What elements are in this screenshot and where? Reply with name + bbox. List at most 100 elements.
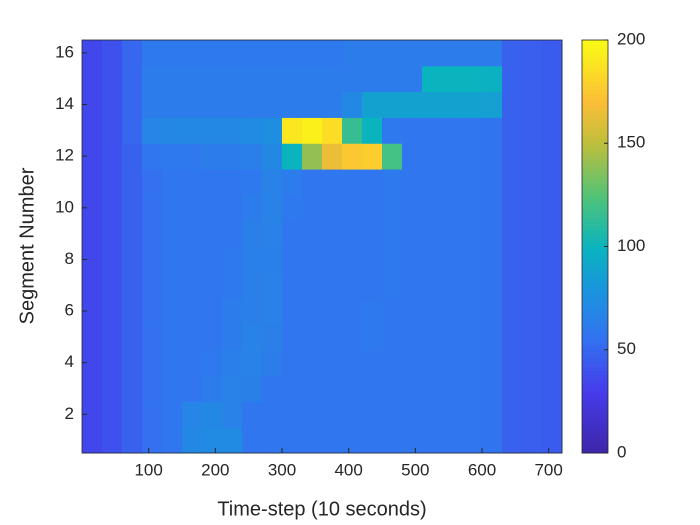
heat-cell [162, 272, 183, 299]
colorbar-swatch [582, 77, 608, 82]
heat-cell [202, 323, 223, 351]
colorbar-swatch [582, 93, 608, 99]
heat-cell [282, 143, 303, 170]
heat-cell [322, 194, 343, 222]
heat-cell [242, 194, 263, 222]
heat-cell [142, 194, 163, 222]
heat-cell [262, 169, 283, 196]
heat-cell [522, 169, 543, 196]
heat-cell [162, 117, 183, 144]
heat-cell [162, 375, 183, 402]
heat-cell [302, 40, 323, 67]
heat-cell [322, 298, 343, 325]
heat-cell [442, 298, 463, 325]
heat-cell [362, 169, 383, 196]
heat-cell [362, 143, 383, 170]
y-tick-label: 12 [55, 146, 74, 165]
colorbar-swatch [582, 267, 608, 272]
heat-cell [242, 91, 263, 118]
heat-cell [382, 375, 403, 402]
heat-cell [502, 117, 523, 144]
heat-cell [442, 246, 463, 273]
x-tick-label: 400 [334, 460, 362, 479]
y-tick-label: 10 [55, 197, 74, 216]
heat-cell [322, 40, 343, 67]
heat-cell [162, 401, 183, 428]
heat-cell [82, 298, 103, 325]
heat-cell [422, 323, 443, 351]
heat-cell [222, 91, 243, 118]
heat-cell [242, 323, 263, 351]
heat-cell [442, 40, 463, 67]
heat-cell [222, 194, 243, 222]
heat-cell [142, 220, 163, 247]
heat-cell [262, 143, 283, 170]
colorbar-swatch [582, 316, 608, 322]
heat-cell [282, 117, 303, 144]
heat-cell [222, 401, 243, 428]
heat-cell [442, 91, 463, 118]
heat-cell [282, 427, 303, 454]
heat-cell [342, 40, 363, 67]
heat-cell [442, 349, 463, 377]
heat-cell [322, 349, 343, 377]
heat-cell [522, 349, 543, 377]
heat-cell [362, 427, 383, 454]
colorbar-swatch [582, 304, 608, 309]
colorbar-swatch [582, 448, 608, 454]
heat-cell [202, 194, 223, 222]
colorbar-swatch [582, 250, 608, 256]
heat-cell [382, 91, 403, 118]
colorbar-swatch [582, 60, 608, 66]
heat-cell [522, 194, 543, 222]
heat-cell [322, 220, 343, 247]
heat-cell [82, 246, 103, 273]
heat-cell [482, 143, 503, 170]
heat-cell [482, 65, 503, 93]
heat-cell [522, 220, 543, 247]
y-tick-label: 16 [55, 42, 74, 61]
heat-cell [482, 220, 503, 247]
heat-cell [342, 91, 363, 118]
colorbar-swatch [582, 341, 608, 347]
heat-cell [462, 117, 483, 144]
heat-cell [382, 272, 403, 299]
colorbar-swatch [582, 213, 608, 219]
heat-cell [342, 349, 363, 377]
heat-cell [82, 40, 103, 67]
colorbar-swatch [582, 424, 608, 429]
heat-cell [82, 194, 103, 222]
colorbar-swatch [582, 246, 608, 252]
heat-cell [322, 375, 343, 402]
heat-cell [322, 143, 343, 170]
heat-cell [122, 91, 143, 118]
heat-cell [402, 246, 423, 273]
colorbar-swatch [582, 114, 608, 119]
heat-cell [262, 272, 283, 299]
heat-cell [502, 194, 523, 222]
y-tick-label: 8 [65, 249, 74, 268]
heat-cell [442, 117, 463, 144]
heat-cell [182, 375, 203, 402]
heat-cell [362, 65, 383, 93]
heat-cell [482, 246, 503, 273]
heat-cell [542, 91, 563, 118]
heat-cell [182, 401, 203, 428]
colorbar-swatch [582, 180, 608, 186]
y-tick-label: 4 [65, 352, 74, 371]
heat-cell [222, 427, 243, 454]
heat-cell [122, 40, 143, 67]
heat-cell [222, 143, 243, 170]
heat-cell [322, 272, 343, 299]
colorbar-swatch [582, 122, 608, 128]
heat-cell [82, 349, 103, 377]
colorbar-swatch [582, 337, 608, 342]
x-tick-label: 500 [401, 460, 429, 479]
heat-cell [302, 65, 323, 93]
heat-cell [342, 401, 363, 428]
heat-cell [542, 401, 563, 428]
heat-cell [302, 169, 323, 196]
heat-cell [82, 65, 103, 93]
heat-cell [322, 65, 343, 93]
heat-cell [422, 91, 443, 118]
